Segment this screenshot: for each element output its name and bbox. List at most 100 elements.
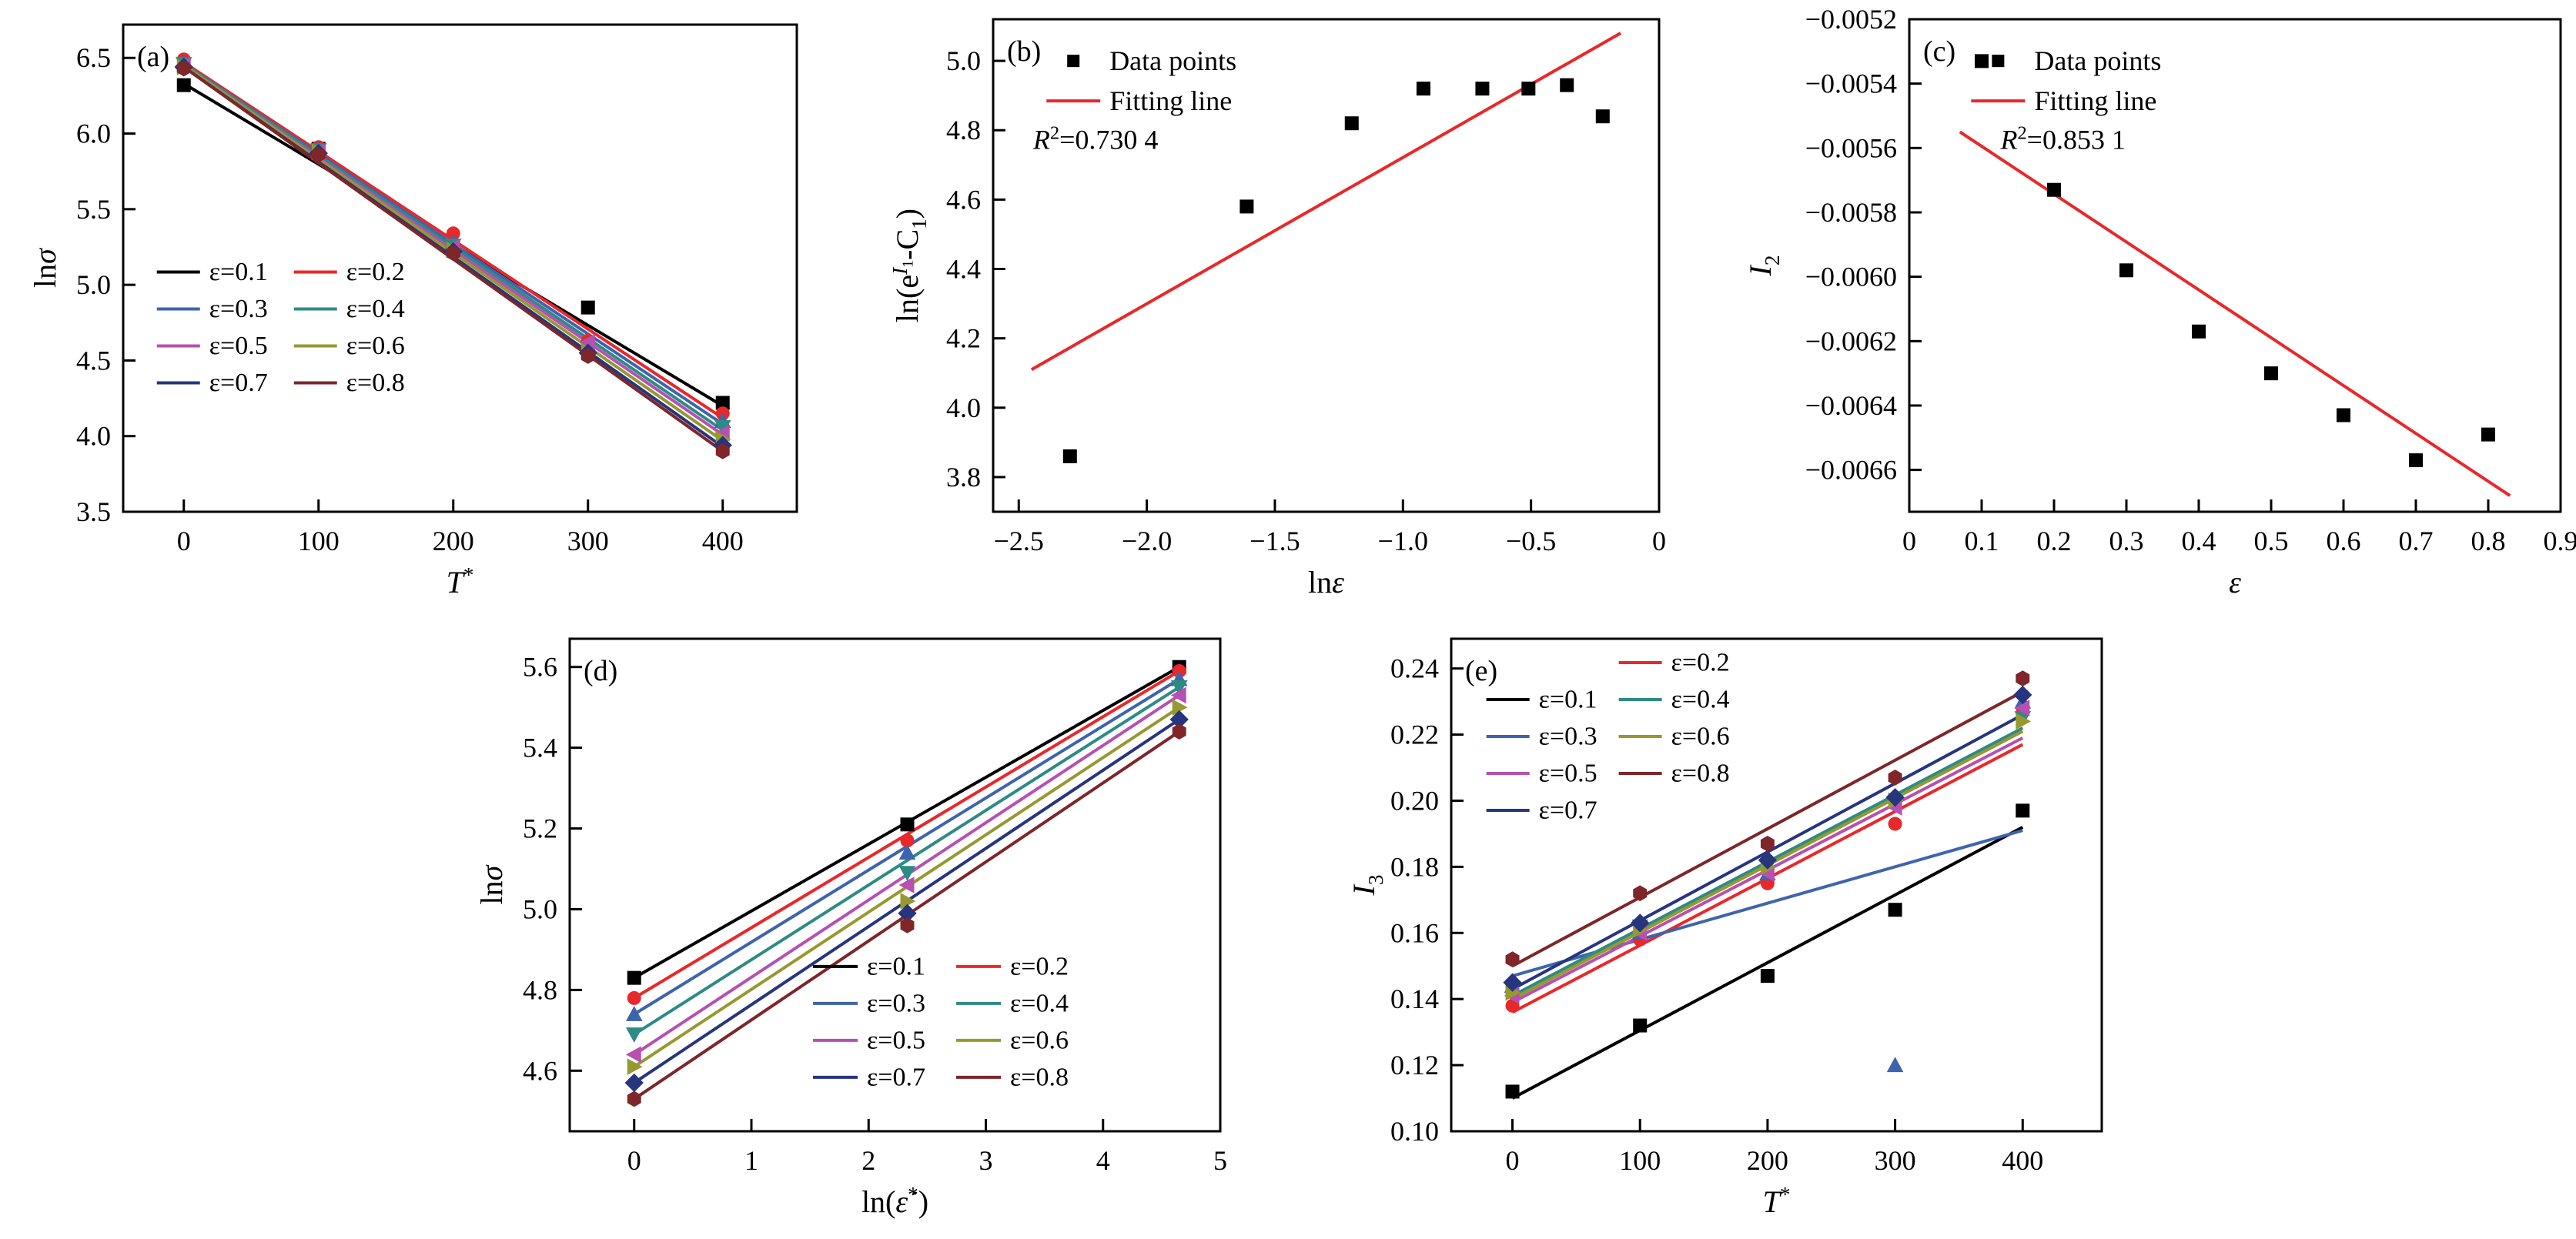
x-tick-label: 200 bbox=[1747, 1145, 1788, 1176]
legend-label: ε=0.7 bbox=[1539, 796, 1597, 825]
panel-label: (c) bbox=[1923, 35, 1955, 68]
y-tick-label: 6.5 bbox=[76, 42, 111, 73]
panel-label: (a) bbox=[137, 41, 169, 73]
x-tick-label: 0.1 bbox=[1965, 526, 1999, 556]
y-tick-label: −0.0066 bbox=[1805, 455, 1897, 486]
y-tick-label: 5.5 bbox=[76, 194, 111, 225]
x-tick-label: 300 bbox=[1875, 1145, 1916, 1176]
y-tick-label: 4.8 bbox=[946, 115, 981, 145]
y-tick-label: 0.22 bbox=[1390, 720, 1439, 750]
legend-label: ε=0.3 bbox=[867, 989, 925, 1017]
legend-label: ε=0.5 bbox=[867, 1026, 925, 1054]
legend-label: ε=0.5 bbox=[1539, 760, 1597, 788]
y-axis-title: ln(eI1-C1) bbox=[888, 209, 931, 322]
legend-label: ε=0.6 bbox=[1010, 1026, 1069, 1054]
x-tick-label: 0.5 bbox=[2254, 526, 2289, 556]
x-tick-label: 0 bbox=[177, 526, 191, 556]
x-tick-label: −2.5 bbox=[994, 526, 1044, 556]
x-tick-label: −1.5 bbox=[1250, 526, 1300, 556]
x-axis-title: lnε bbox=[1308, 565, 1344, 599]
x-tick-label: 0 bbox=[1652, 526, 1666, 556]
y-tick-label: 4.4 bbox=[946, 254, 981, 285]
panel-label: (e) bbox=[1465, 655, 1497, 687]
x-tick-label: 0.6 bbox=[2327, 526, 2361, 556]
y-tick-label: −0.0062 bbox=[1805, 326, 1897, 356]
legend-label: ε=0.4 bbox=[1010, 989, 1069, 1017]
legend-label: ε=0.6 bbox=[1671, 723, 1730, 751]
y-tick-label: 3.8 bbox=[946, 462, 981, 493]
legend-label: ε=0.7 bbox=[867, 1063, 925, 1091]
y-axis-title: lnσ bbox=[474, 864, 509, 904]
x-tick-label: 0 bbox=[1902, 526, 1916, 556]
y-tick-label: 3.5 bbox=[76, 496, 111, 527]
y-tick-label: 5.4 bbox=[523, 733, 557, 763]
y-axis-title: I2 bbox=[1748, 255, 1784, 277]
y-tick-label: 0.20 bbox=[1390, 785, 1439, 816]
y-tick-label: 0.18 bbox=[1390, 851, 1439, 882]
x-tick-label: −2.0 bbox=[1122, 526, 1172, 556]
x-axis-title: ε bbox=[2229, 565, 2241, 599]
legend-label: ε=0.4 bbox=[1671, 686, 1730, 714]
legend-label: Fitting line bbox=[1109, 85, 1232, 116]
y-tick-label: 4.8 bbox=[523, 974, 557, 1005]
y-tick-label: 6.0 bbox=[76, 119, 111, 149]
x-tick-label: −1.0 bbox=[1378, 526, 1428, 556]
y-tick-label: −0.0056 bbox=[1805, 132, 1897, 163]
x-tick-label: 0.8 bbox=[2471, 526, 2506, 556]
legend-label: ε=0.8 bbox=[1010, 1063, 1069, 1091]
legend-label: ε=0.8 bbox=[1671, 760, 1730, 788]
legend-label: ε=0.2 bbox=[1671, 649, 1730, 677]
y-tick-label: −0.0058 bbox=[1805, 197, 1897, 228]
x-tick-label: 0 bbox=[1506, 1145, 1520, 1176]
panel-label: (d) bbox=[584, 655, 617, 687]
x-tick-label: 100 bbox=[298, 526, 340, 556]
y-tick-label: 4.0 bbox=[946, 392, 981, 423]
x-tick-label: 400 bbox=[702, 526, 744, 556]
legend-label: ε=0.2 bbox=[1010, 952, 1069, 980]
x-tick-label: 400 bbox=[2002, 1145, 2043, 1176]
y-tick-label: 4.6 bbox=[946, 184, 981, 215]
legend-label: ε=0.3 bbox=[1539, 723, 1597, 751]
y-tick-label: 5.0 bbox=[76, 269, 111, 300]
x-tick-label: 4 bbox=[1096, 1145, 1110, 1176]
y-tick-label: −0.0060 bbox=[1805, 262, 1897, 292]
legend-label: ε=0.4 bbox=[346, 295, 405, 323]
x-axis-title: ln(ε̇*) bbox=[861, 1183, 928, 1219]
y-tick-label: 0.12 bbox=[1390, 1050, 1439, 1080]
y-tick-label: 0.24 bbox=[1390, 653, 1439, 684]
y-tick-label: 0.16 bbox=[1390, 917, 1439, 948]
x-tick-label: 0.9 bbox=[2544, 526, 2576, 556]
x-tick-label: 3 bbox=[979, 1145, 992, 1176]
x-tick-label: 300 bbox=[567, 526, 609, 556]
x-axis-title: T* bbox=[1763, 1183, 1791, 1219]
y-tick-label: 5.0 bbox=[523, 893, 557, 924]
x-axis-title: T* bbox=[447, 563, 474, 599]
y-tick-label: 0.10 bbox=[1390, 1116, 1439, 1147]
legend-label: ε=0.5 bbox=[209, 332, 268, 360]
y-tick-label: −0.0052 bbox=[1805, 4, 1897, 35]
x-tick-label: 2 bbox=[861, 1145, 875, 1176]
y-tick-label: 5.6 bbox=[523, 652, 557, 683]
y-axis-title: I3 bbox=[1347, 875, 1387, 897]
legend-label: ε=0.7 bbox=[209, 369, 268, 397]
y-tick-label: 4.2 bbox=[946, 323, 981, 354]
legend-label: ε=0.2 bbox=[346, 258, 405, 286]
y-axis-title: lnσ bbox=[28, 248, 62, 288]
x-tick-label: −0.5 bbox=[1506, 526, 1556, 556]
legend-label: ε=0.8 bbox=[346, 369, 405, 397]
legend-label: Data points bbox=[1109, 45, 1236, 76]
y-tick-label: −0.0064 bbox=[1805, 390, 1897, 421]
y-tick-label: 0.14 bbox=[1390, 984, 1439, 1014]
x-tick-label: 0.2 bbox=[2037, 526, 2072, 556]
x-tick-label: 0.3 bbox=[2109, 526, 2144, 556]
